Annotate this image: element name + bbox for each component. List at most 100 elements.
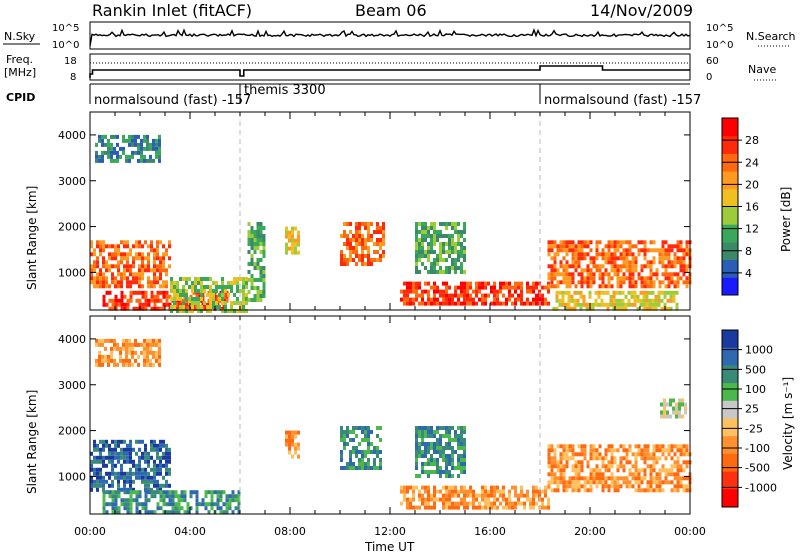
data-cell	[556, 468, 560, 473]
data-cell	[141, 455, 144, 460]
data-cell	[186, 306, 190, 311]
data-cell	[234, 506, 238, 511]
data-cell	[508, 497, 511, 502]
data-cell	[685, 252, 689, 257]
data-cell	[93, 459, 96, 464]
data-cell	[598, 252, 602, 257]
data-cell	[484, 505, 487, 510]
data-cell	[523, 501, 526, 506]
data-cell	[225, 502, 229, 507]
data-cell	[490, 301, 493, 306]
data-cell	[117, 455, 120, 460]
data-cell	[451, 438, 454, 442]
data-cell	[565, 252, 569, 257]
data-cell	[502, 493, 505, 498]
data-cell	[424, 226, 427, 230]
data-cell	[349, 258, 352, 262]
data-cell	[191, 305, 194, 309]
data-cell	[463, 485, 466, 490]
data-cell	[245, 285, 248, 289]
data-cell	[140, 142, 143, 147]
data-cell	[379, 242, 382, 246]
data-cell	[346, 434, 349, 438]
data-cell	[514, 489, 517, 494]
data-cell	[143, 362, 146, 367]
data-cell	[159, 276, 162, 281]
data-cell	[90, 244, 93, 249]
data-cell	[430, 430, 433, 434]
data-cell	[421, 493, 424, 498]
data-cell	[673, 272, 677, 277]
data-cell	[152, 158, 155, 163]
data-cell	[555, 294, 559, 299]
data-cell	[168, 467, 171, 472]
data-cell	[367, 466, 370, 470]
data-cell	[675, 290, 679, 295]
data-cell	[297, 238, 300, 243]
data-cell	[595, 468, 599, 473]
data-cell	[430, 285, 433, 290]
data-cell	[550, 480, 554, 485]
data-cell	[242, 297, 245, 301]
data-cell	[514, 301, 517, 306]
noise-axis-right-top: 10^5	[706, 23, 733, 34]
data-cell	[640, 264, 644, 269]
data-cell	[655, 476, 659, 481]
data-cell	[90, 264, 93, 269]
data-cell	[685, 268, 689, 273]
data-cell	[651, 302, 655, 307]
data-cell	[90, 487, 93, 492]
data-cell	[129, 490, 133, 495]
data-cell	[672, 410, 675, 415]
data-cell	[134, 342, 137, 347]
data-cell	[421, 226, 424, 230]
data-cell	[616, 264, 620, 269]
data-cell	[538, 297, 541, 302]
data-cell	[649, 264, 653, 269]
data-cell	[346, 262, 349, 266]
data-cell	[565, 460, 569, 465]
data-cell	[559, 244, 563, 249]
data-cell	[138, 463, 141, 468]
data-cell	[343, 254, 346, 258]
data-cell	[343, 242, 346, 246]
data-cell	[146, 138, 149, 143]
data-cell	[445, 489, 448, 494]
data-cell	[568, 276, 572, 281]
data-cell	[105, 276, 108, 281]
data-cell	[553, 264, 557, 269]
data-cell	[147, 487, 150, 492]
data-cell	[649, 480, 653, 485]
data-cell	[634, 456, 638, 461]
data-cell	[625, 252, 629, 257]
data-cell	[132, 264, 135, 269]
data-cell	[457, 242, 460, 246]
data-cell	[622, 280, 626, 285]
data-cell	[355, 426, 358, 430]
data-cell	[153, 298, 157, 303]
data-cell	[556, 280, 560, 285]
data-cell	[550, 272, 554, 277]
data-cell	[430, 270, 433, 274]
data-cell	[418, 293, 421, 298]
data-cell	[95, 338, 98, 343]
data-cell	[586, 476, 590, 481]
colorbar-swatch	[722, 489, 738, 508]
data-cell	[427, 254, 430, 258]
data-cell	[119, 350, 122, 355]
data-cell	[114, 280, 117, 285]
data-cell	[472, 501, 475, 506]
data-cell	[583, 488, 587, 493]
data-cell	[631, 276, 635, 281]
data-cell	[568, 272, 572, 277]
noise-axis-left-bottom: 10^0	[52, 40, 79, 51]
data-cell	[511, 301, 514, 306]
data-cell	[250, 234, 254, 238]
data-cell	[463, 230, 466, 234]
data-cell	[96, 256, 99, 261]
data-cell	[439, 301, 442, 306]
data-cell	[138, 284, 141, 289]
data-cell	[616, 448, 620, 453]
data-cell	[153, 479, 156, 484]
data-cell	[451, 297, 454, 302]
